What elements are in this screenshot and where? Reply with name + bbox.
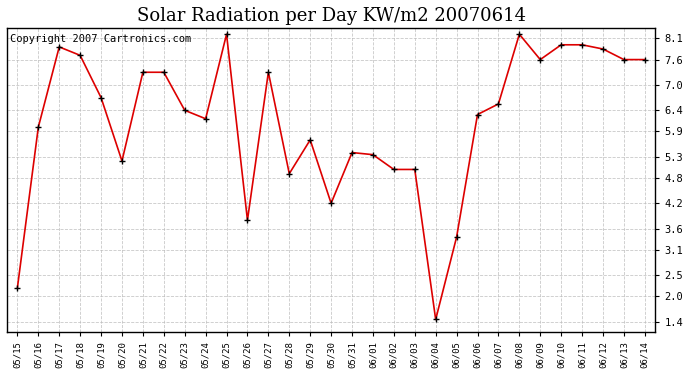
Text: Copyright 2007 Cartronics.com: Copyright 2007 Cartronics.com — [10, 34, 191, 44]
Title: Solar Radiation per Day KW/m2 20070614: Solar Radiation per Day KW/m2 20070614 — [137, 7, 526, 25]
